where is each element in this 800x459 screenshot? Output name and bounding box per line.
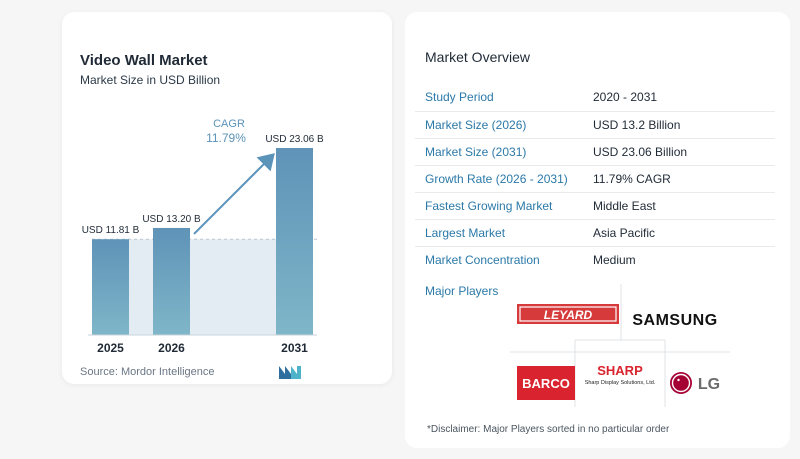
cagr-arrow	[193, 153, 275, 235]
table-row: Growth Rate (2026 - 2031) 11.79% CAGR	[415, 165, 775, 193]
cagr-value: 11.79%	[206, 131, 246, 145]
barco-logo-text: BARCO	[522, 376, 570, 391]
row-value: Middle East	[583, 192, 775, 220]
table-row: Study Period 2020 - 2031	[415, 84, 775, 112]
chart-card: Video Wall Market Market Size in USD Bil…	[62, 12, 392, 384]
lg-logo-text: LG	[698, 376, 720, 393]
sharp-logo-subtext: Sharp Display Solutions, Ltd.	[584, 379, 656, 386]
bar-2026	[153, 227, 190, 335]
cagr-label: CAGR	[213, 118, 245, 130]
barco-logo: BARCO	[517, 366, 575, 400]
market-overview-panel: Market Overview Study Period 2020 - 2031…	[405, 12, 790, 448]
barco-logo-icon: BARCO	[517, 366, 575, 400]
disclaimer-note: *Disclaimer: Major Players sorted in no …	[427, 424, 670, 435]
x-tick-2026: 2026	[158, 341, 185, 355]
row-value: USD 23.06 Billion	[583, 138, 775, 166]
row-value: Medium	[593, 252, 636, 267]
major-players-title: Major Players	[425, 284, 499, 298]
row-key: Market Size (2026)	[415, 111, 583, 139]
bar-2031	[276, 147, 313, 335]
leyard-logo: LEYARD	[517, 303, 619, 325]
bar-2025	[92, 239, 129, 335]
x-tick-2031: 2031	[281, 341, 308, 355]
source-note: Source: Mordor Intelligence	[80, 366, 215, 378]
lg-logo: LG	[667, 368, 727, 398]
data-label-2025: USD 11.81 B	[82, 225, 140, 236]
leyard-logo-text: LEYARD	[544, 308, 593, 322]
data-label-2026: USD 13.20 B	[142, 214, 201, 225]
table-row: Market Size (2031) USD 23.06 Billion	[415, 138, 775, 166]
chart-title: Video Wall Market	[80, 52, 208, 69]
x-tick-2025: 2025	[97, 341, 124, 355]
row-value: USD 13.2 Billion	[583, 111, 775, 139]
row-key: Market Size (2031)	[415, 138, 583, 166]
row-key: Market Concentration	[425, 252, 540, 267]
lg-logo-icon: LG	[670, 372, 720, 394]
sharp-logo-text: SHARP	[597, 362, 643, 378]
logo-grid-lines	[510, 284, 730, 407]
data-label-2031: USD 23.06 B	[265, 134, 324, 145]
row-value: 11.79% CAGR	[583, 165, 775, 193]
sharp-logo: SHARP Sharp Display Solutions, Ltd.	[577, 348, 663, 400]
chart-subtitle: Market Size in USD Billion	[80, 73, 221, 87]
overview-table: Study Period 2020 - 2031 Market Size (20…	[415, 84, 775, 273]
overview-title: Market Overview	[425, 49, 531, 65]
table-row: Market Concentration Medium	[415, 246, 775, 273]
row-value: 2020 - 2031	[583, 84, 775, 112]
row-key: Largest Market	[415, 219, 583, 247]
table-row: Largest Market Asia Pacific	[415, 219, 775, 247]
table-row: Market Size (2026) USD 13.2 Billion	[415, 111, 775, 139]
row-value: Asia Pacific	[583, 219, 775, 247]
row-key: Fastest Growing Market	[415, 192, 583, 220]
bar-chart: USD 11.81 B 2025 USD 13.20 B 2026 USD 23.06 …	[82, 118, 324, 355]
leyard-logo-icon: LEYARD	[517, 304, 619, 324]
samsung-logo-text: SAMSUNG	[632, 312, 718, 329]
samsung-logo: SAMSUNG	[627, 310, 723, 332]
table-row: Fastest Growing Market Middle East	[415, 192, 775, 220]
mordor-logo-icon	[279, 366, 301, 379]
row-key: Growth Rate (2026 - 2031)	[415, 165, 583, 193]
row-key: Study Period	[415, 84, 583, 112]
